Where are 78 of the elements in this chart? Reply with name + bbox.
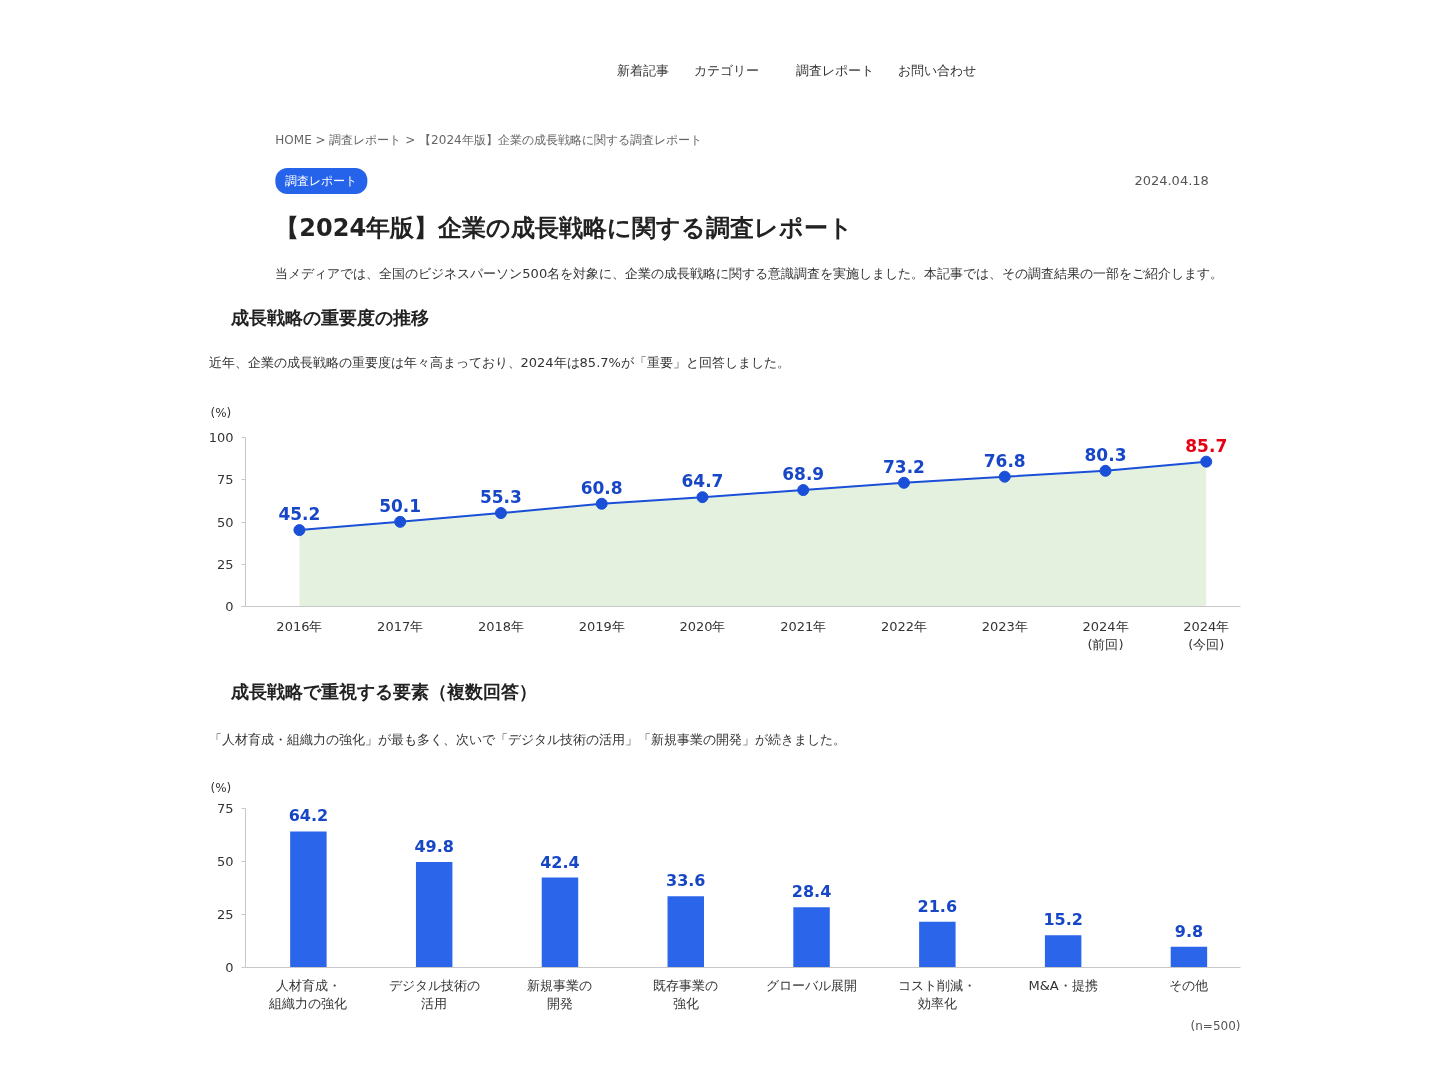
x-tick-label: 既存事業の強化: [653, 977, 719, 1011]
text: 調査レポート: [285, 174, 358, 188]
point: [394, 515, 407, 528]
data-label: 45.2: [278, 504, 321, 525]
x-tick-label: 2024年 (前回): [1082, 618, 1129, 652]
text: 当メディアでは、全国のビジネスパーソン500名を対象に、企業の成長戦略に関する意識調査を実施しました。本記事では、その調査結果の一部をご紹介します。: [275, 266, 1224, 281]
data-label: 49.8: [414, 836, 454, 856]
data-label: 9.8: [1174, 921, 1204, 941]
bar: [290, 831, 327, 968]
bar: [1170, 946, 1208, 968]
x-tick-label: 人材育成・組織力の強化: [268, 977, 348, 1011]
data-label: 76.8: [983, 450, 1026, 471]
text: (n=500): [1190, 1018, 1241, 1033]
x-tick-label: 2019年: [578, 618, 625, 634]
bar: [415, 861, 453, 968]
text: 調査レポート: [796, 63, 875, 78]
data-label: 60.8: [580, 477, 623, 498]
y-axis-title: (%): [210, 405, 232, 420]
point: [797, 484, 810, 497]
text: HOME > 調査レポート > 【2024年版】企業の成長戦略に関する調査レポート: [275, 132, 702, 147]
x-tick-label: 2024年 (今回): [1183, 618, 1230, 652]
data-label: 68.9: [782, 464, 825, 485]
text: 【2024年版】企業の成長戦略に関する調査レポート: [275, 213, 854, 242]
x-tick-label: 2022年: [880, 618, 928, 634]
x-tick-label: 2017年: [377, 618, 424, 634]
text: 2024.04.18: [1134, 173, 1209, 188]
x-tick-label: コスト削減・効率化: [898, 977, 977, 1011]
x-tick-label: M&A・提携: [1028, 977, 1098, 993]
text: お問い合わせ: [897, 63, 976, 78]
x-tick-label: 2021年: [780, 618, 827, 634]
point: [696, 491, 709, 504]
data-label: 42.4: [540, 852, 580, 872]
text: 新着記事: [616, 63, 669, 78]
x-tick-label: 新規事業の開発: [527, 977, 593, 1011]
point: [595, 497, 608, 510]
bar: [667, 896, 705, 968]
point: [897, 476, 910, 489]
data-label: 21.6: [917, 896, 958, 916]
x-tick-label: 2023年: [981, 618, 1028, 634]
y-tick-label: 50: [216, 854, 234, 869]
y-tick-label: 75: [216, 472, 234, 488]
x-tick-label: 2018年: [477, 618, 524, 634]
data-label: 64.7: [681, 471, 724, 492]
x-tick-label: 2020年: [679, 618, 726, 634]
data-label: 64.2: [288, 806, 329, 826]
chart-title: 成長戦略で重視する要素（複数回答）: [229, 681, 537, 702]
x-tick-label: デジタル技術の活用: [388, 977, 480, 1011]
data-label: 55.3: [479, 487, 522, 508]
chart-subtitle: 「人材育成・組織力の強化」が最も多く、次いで「デジタル技術の活用」「新規事業の開発」が続きました。: [208, 732, 846, 747]
point: [293, 524, 306, 537]
y-tick-label: 75: [216, 801, 234, 816]
y-tick-label: 100: [208, 430, 234, 445]
point: [1099, 464, 1112, 477]
data-label: 73.2: [882, 456, 925, 477]
y-tick-label: 50: [216, 514, 234, 530]
text: カテゴリー: [694, 63, 760, 78]
data-label: 80.3: [1084, 444, 1127, 465]
y-tick-label: 25: [216, 556, 234, 572]
bar: [1044, 935, 1082, 968]
x-tick-label: グローバル展開: [766, 977, 858, 993]
y-axis-title: (%): [210, 780, 232, 795]
data-label: 28.4: [791, 882, 832, 902]
point: [1200, 455, 1213, 468]
bar: [919, 921, 956, 968]
x-tick-label: 2016年: [276, 618, 323, 634]
bar: [793, 907, 830, 968]
data-label: 50.1: [379, 495, 422, 516]
bar: [541, 877, 579, 968]
data-label: 33.6: [666, 871, 706, 891]
chart-title: 成長戦略の重要度の推移: [229, 306, 429, 328]
x-tick-label: その他: [1169, 977, 1209, 993]
data-label: 15.2: [1043, 910, 1083, 930]
y-tick-label: 0: [225, 960, 234, 975]
point: [494, 507, 507, 520]
chart-subtitle: 近年、企業の成長戦略の重要度は年々高まっており、2024年は85.7%が「重要」と回答しました。: [208, 354, 790, 370]
y-tick-label: 25: [216, 907, 234, 922]
point: [998, 470, 1011, 483]
y-tick-label: 0: [225, 599, 234, 614]
